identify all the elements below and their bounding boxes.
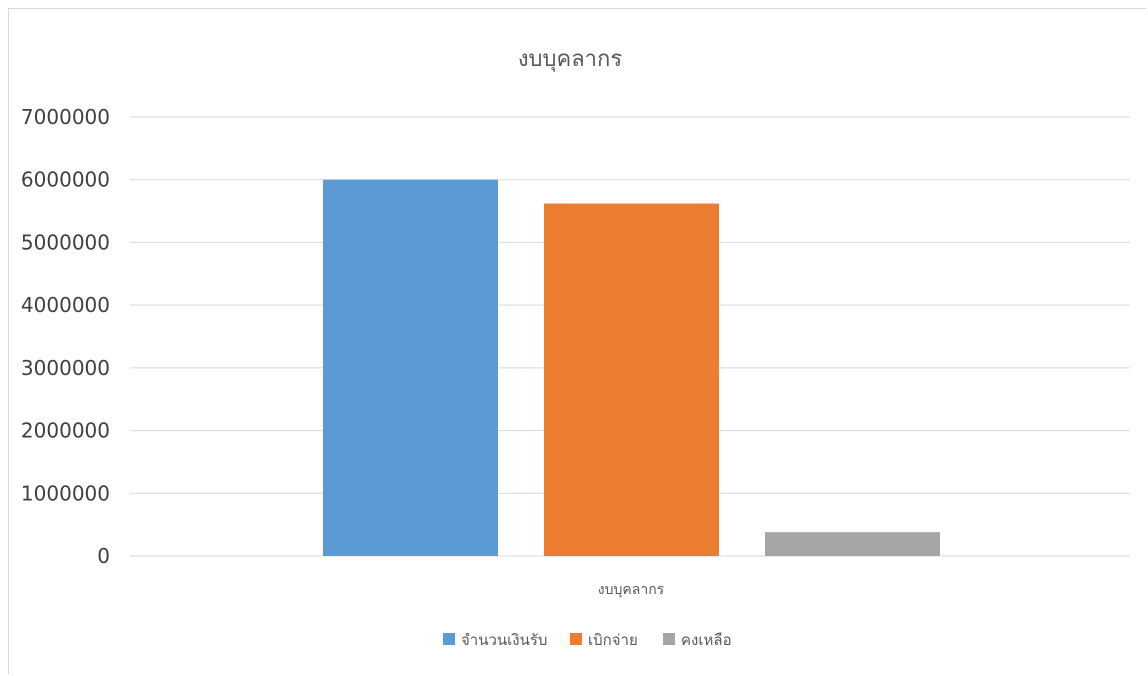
y-axis: 0 1000000 2000000 3000000 4000000 5000000 6000… [21, 105, 110, 568]
legend-swatch [663, 633, 675, 645]
category-label: งบบุคลากร [598, 582, 665, 598]
chart-title: งบบุคลากร [518, 47, 623, 72]
bar-1 [323, 179, 498, 556]
y-tick-label: 6000000 [21, 168, 110, 192]
y-tick-label: 4000000 [21, 293, 110, 317]
y-tick-label: 2000000 [21, 419, 110, 443]
bar-3 [765, 532, 940, 556]
y-tick-label: 1000000 [21, 481, 110, 505]
y-tick-label: 3000000 [21, 356, 110, 380]
legend: จำนวนเงินรับ เบิกจ่าย คงเหลือ [443, 631, 732, 649]
y-tick-label: 7000000 [21, 105, 110, 129]
y-tick-label: 5000000 [21, 230, 110, 254]
bar-2 [544, 203, 719, 556]
legend-swatch [443, 633, 455, 645]
legend-swatch [570, 633, 582, 645]
bars [323, 179, 940, 556]
legend-label: เบิกจ่าย [588, 631, 638, 649]
legend-label: จำนวนเงินรับ [461, 631, 547, 649]
legend-label: คงเหลือ [681, 631, 732, 649]
y-tick-label: 0 [97, 544, 110, 568]
